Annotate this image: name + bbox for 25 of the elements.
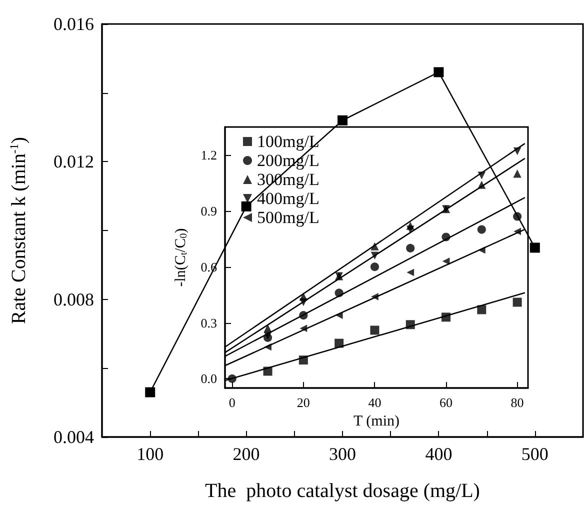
- y-tick-label: 0.9: [200, 203, 217, 218]
- y-tick-label: 0.012: [54, 152, 94, 172]
- y-tick-label: 0.008: [54, 289, 94, 310]
- x-tick-label: 0: [228, 395, 236, 410]
- y-tick-label: 0.004: [54, 427, 94, 447]
- x-tick-label: 400: [425, 444, 452, 464]
- y-tick-label: 0.3: [200, 315, 217, 330]
- x-tick-label: 500: [521, 444, 548, 464]
- x-tick-label: 80: [510, 395, 524, 410]
- x-tick-label: 200: [232, 444, 260, 464]
- x-tick-label: 20: [296, 395, 310, 410]
- x-axis-title: The photo catalyst dosage (mg/L): [205, 480, 480, 502]
- y-axis-title: Rate Constant k (min-1): [7, 136, 30, 324]
- x-tick-label: 60: [440, 395, 453, 410]
- x-axis-title: T (min): [354, 414, 400, 430]
- y-tick-label: 1.2: [200, 147, 217, 162]
- legend-label: 500mg/L: [257, 208, 320, 227]
- x-tick-label: 100: [136, 444, 164, 464]
- legend-label: 400mg/L: [257, 189, 320, 208]
- x-tick-label: 40: [368, 395, 382, 410]
- y-axis-title: -ln(Ct/C0): [173, 228, 190, 287]
- x-tick-label: 300: [329, 444, 356, 464]
- y-tick-label: 0.016: [54, 14, 94, 34]
- y-tick-label: 0.0: [200, 371, 217, 386]
- legend-label: 100mg/L: [257, 132, 320, 151]
